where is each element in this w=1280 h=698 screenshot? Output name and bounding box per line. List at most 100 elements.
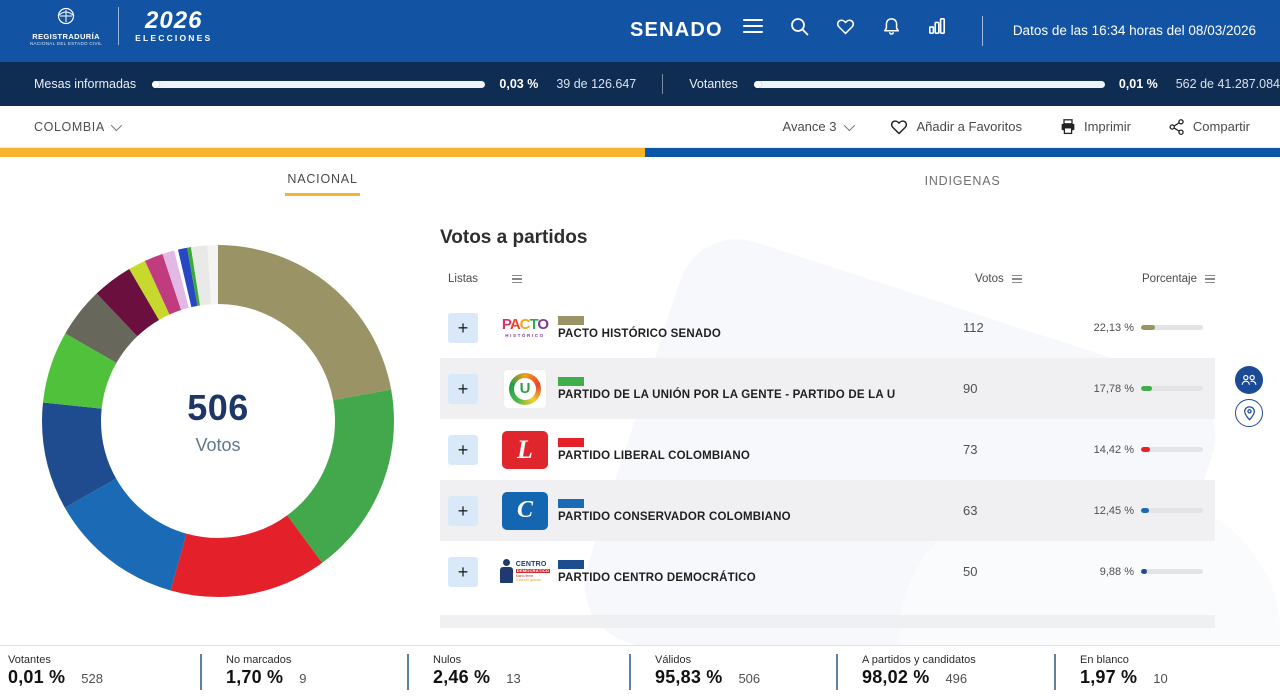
party-percentage: 9,88 % xyxy=(1073,566,1203,578)
party-name: PARTIDO LIBERAL COLOMBIANO xyxy=(558,449,750,462)
notifications-bell-icon[interactable] xyxy=(880,15,902,37)
elections-name: ELECCIONES xyxy=(135,33,213,44)
donut-segment-otro-partido-blanco-2[interactable] xyxy=(42,245,394,597)
footer-divider xyxy=(629,654,631,690)
tab-indigenas[interactable]: INDIGENAS xyxy=(924,173,1001,188)
candidates-search-button[interactable] xyxy=(1235,366,1263,394)
page-title: SENADO xyxy=(630,19,723,41)
sort-listas-icon[interactable] xyxy=(512,274,523,284)
elections-2026-logo: 2026 ELECCIONES xyxy=(135,9,212,43)
donut-svg xyxy=(42,245,394,597)
party-percentage-fill xyxy=(1141,508,1149,513)
print-label: Imprimir xyxy=(1083,119,1131,134)
votantes-progress-fill xyxy=(753,80,761,88)
stat-label: No marcados xyxy=(226,654,292,666)
location-dropdown[interactable]: COLOMBIA xyxy=(34,119,122,134)
print-button[interactable]: Imprimir xyxy=(1060,118,1131,135)
stat-percent: 98,02 % xyxy=(862,667,930,687)
progress-divider xyxy=(662,74,664,94)
party-logo-liberal: L xyxy=(500,429,550,471)
sort-porcentaje-icon[interactable] xyxy=(1205,274,1215,284)
party-color-swatch xyxy=(558,315,584,325)
data-timestamp: Datos de las 16:34 horas del 08/03/2026 xyxy=(1012,23,1256,38)
org-name: REGISTRADURÍA xyxy=(32,32,100,41)
sort-votos-icon[interactable] xyxy=(1011,274,1022,284)
donut-segment-partido-de-la-uni-n-por-la-gente-partido-de-la-u[interactable] xyxy=(42,245,394,597)
footer-divider xyxy=(200,654,202,690)
party-percentage-bar xyxy=(1141,325,1203,330)
party-votes: 50 xyxy=(963,564,978,579)
chevron-down-icon xyxy=(110,119,122,131)
people-icon xyxy=(1241,374,1257,385)
tab-nacional[interactable]: NACIONAL xyxy=(285,166,360,196)
party-percentage: 22,13 % xyxy=(1073,322,1203,334)
centro-democratico-logo: CENTRO DEMOCRÁTICO Mano firme Corazón grand… xyxy=(499,558,551,585)
party-percentage-fill xyxy=(1141,386,1153,391)
stat-count: 506 xyxy=(738,671,761,686)
table-row: + L PARTIDO LIBERAL COLOMBIANO 73 14,42 % xyxy=(440,419,1215,480)
accent-strip-blue xyxy=(645,148,1280,157)
mesas-percent: 0,03 % xyxy=(499,77,539,91)
votantes-detail: 562 de 41.287.084 xyxy=(1175,77,1280,91)
search-icon[interactable] xyxy=(788,15,810,37)
party-percentage-bar xyxy=(1141,447,1203,452)
stat-percent: 95,83 % xyxy=(655,667,723,687)
party-color-swatch xyxy=(558,437,584,447)
donut-segment-partido-centro-democr-tico[interactable] xyxy=(42,245,394,597)
share-label: Compartir xyxy=(1192,119,1250,134)
avance-dropdown[interactable]: Avance 3 xyxy=(782,119,856,134)
donut-segment-partido-liberal-colombiano[interactable] xyxy=(42,245,394,597)
partido-conservador-logo: C xyxy=(502,491,548,530)
expand-row-button[interactable]: + xyxy=(448,495,478,526)
brand-block: REGISTRADURÍA NACIONAL DEL ESTADO CIVIL … xyxy=(30,6,212,46)
stat-count: 13 xyxy=(506,671,521,686)
party-name: PARTIDO DE LA UNIÓN POR LA GENTE - PARTI… xyxy=(558,388,896,401)
party-votes: 112 xyxy=(963,320,984,335)
add-favorites-button[interactable]: Añadir a Favoritos xyxy=(890,119,1022,135)
footer-divider xyxy=(407,654,409,690)
pacto-historico-logo: PACTO HISTÓRICO xyxy=(501,315,549,338)
footer-divider xyxy=(1054,654,1056,690)
menu-icon[interactable] xyxy=(742,15,764,37)
stat-percent: 2,46 % xyxy=(433,667,491,687)
share-icon xyxy=(1169,118,1184,135)
expand-row-button[interactable]: + xyxy=(448,373,478,404)
party-percentage: 12,45 % xyxy=(1073,505,1203,517)
party-percentage-bar xyxy=(1141,569,1203,574)
party-percentage-value: 12,45 % xyxy=(1093,504,1134,517)
party-percentage-value: 22,13 % xyxy=(1093,321,1134,334)
party-percentage-bar xyxy=(1141,386,1203,391)
stat-count: 528 xyxy=(81,671,103,686)
location-pin-button[interactable] xyxy=(1235,399,1263,427)
expand-row-button[interactable]: + xyxy=(448,312,478,343)
party-percentage: 17,78 % xyxy=(1073,383,1203,395)
expand-row-button[interactable]: + xyxy=(448,434,478,465)
table-row: + PACTO HISTÓRICO PACTO HISTÓRICO SENADO 112… xyxy=(440,297,1215,358)
stat-label: Votantes xyxy=(8,654,51,666)
stats-chart-icon[interactable] xyxy=(926,15,948,37)
partido-liberal-logo: L xyxy=(502,430,548,469)
share-button[interactable]: Compartir xyxy=(1169,118,1250,135)
table-row: + C PARTIDO CONSERVADOR COLOMBIANO 63 12,45 … xyxy=(440,480,1215,541)
header-divider xyxy=(982,16,983,46)
mesas-label: Mesas informadas xyxy=(34,77,137,91)
expand-row-button[interactable]: + xyxy=(448,556,478,587)
party-rows: + PACTO HISTÓRICO PACTO HISTÓRICO SENADO 112… xyxy=(440,297,1215,602)
mesas-progress-bar xyxy=(152,80,486,88)
party-logo-pacto: PACTO HISTÓRICO xyxy=(500,307,550,349)
stat-percent: 0,01 % xyxy=(8,667,66,687)
location-label: COLOMBIA xyxy=(34,119,105,134)
stat-count: 10 xyxy=(1153,671,1168,686)
stat-percent: 1,97 % xyxy=(1080,667,1138,687)
votantes-percent: 0,01 % xyxy=(1118,77,1158,91)
floating-buttons xyxy=(1235,366,1263,427)
votantes-progress-bar xyxy=(753,80,1105,88)
favorites-heart-icon[interactable] xyxy=(834,15,856,37)
header-icons xyxy=(742,15,948,37)
app-header: REGISTRADURÍA NACIONAL DEL ESTADO CIVIL … xyxy=(0,0,1280,62)
party-color-swatch xyxy=(558,559,584,569)
elections-year: 2026 xyxy=(145,7,203,35)
avance-label: Avance 3 xyxy=(782,119,837,134)
party-votes: 90 xyxy=(963,381,978,396)
party-percentage-fill xyxy=(1141,569,1148,574)
